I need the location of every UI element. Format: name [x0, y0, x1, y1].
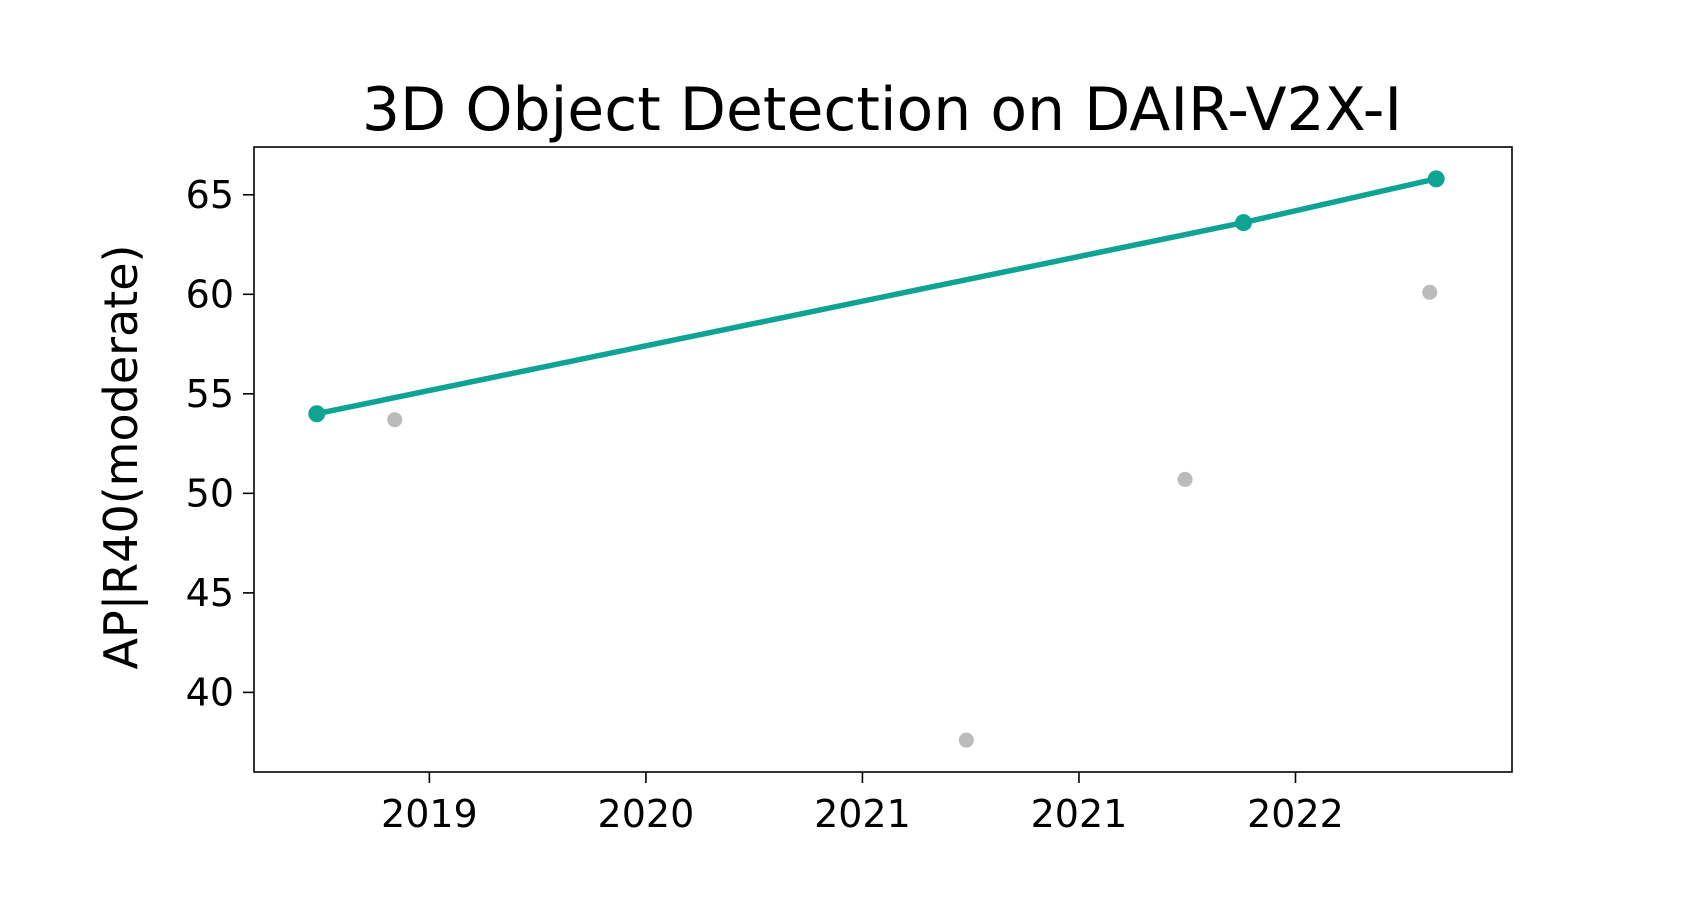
y-tick-label: 60: [186, 272, 234, 316]
y-tick-label: 65: [186, 173, 234, 217]
data-point-other: [1177, 471, 1193, 487]
chart-title: 3D Object Detection on DAIR-V2X-I: [362, 75, 1402, 145]
data-point-other: [387, 412, 403, 428]
y-tick-label: 45: [186, 571, 234, 615]
plot-frame: [253, 146, 1513, 773]
x-tick-label: 2020: [598, 792, 695, 836]
series-layer: [308, 170, 1445, 748]
y-axis-ticks: 40 45 50 55 60 65: [186, 173, 254, 714]
y-tick-label: 50: [186, 471, 234, 515]
data-point-best: [308, 405, 326, 423]
x-tick-label: 2021: [814, 792, 911, 836]
data-point-best: [1427, 170, 1445, 188]
data-point-other: [958, 732, 974, 748]
y-axis-label: AP|R40(moderate): [94, 245, 149, 670]
y-tick-label: 55: [186, 372, 234, 416]
x-tick-label: 2022: [1247, 792, 1344, 836]
x-tick-label: 2021: [1031, 792, 1128, 836]
data-point-best: [1235, 214, 1253, 232]
x-axis-ticks: 2019 2020 2021 2021 2022: [381, 772, 1344, 836]
y-tick-label: 40: [186, 670, 234, 714]
data-point-other: [1422, 284, 1438, 300]
series-line-best: [316, 176, 1437, 417]
x-tick-label: 2019: [381, 792, 478, 836]
